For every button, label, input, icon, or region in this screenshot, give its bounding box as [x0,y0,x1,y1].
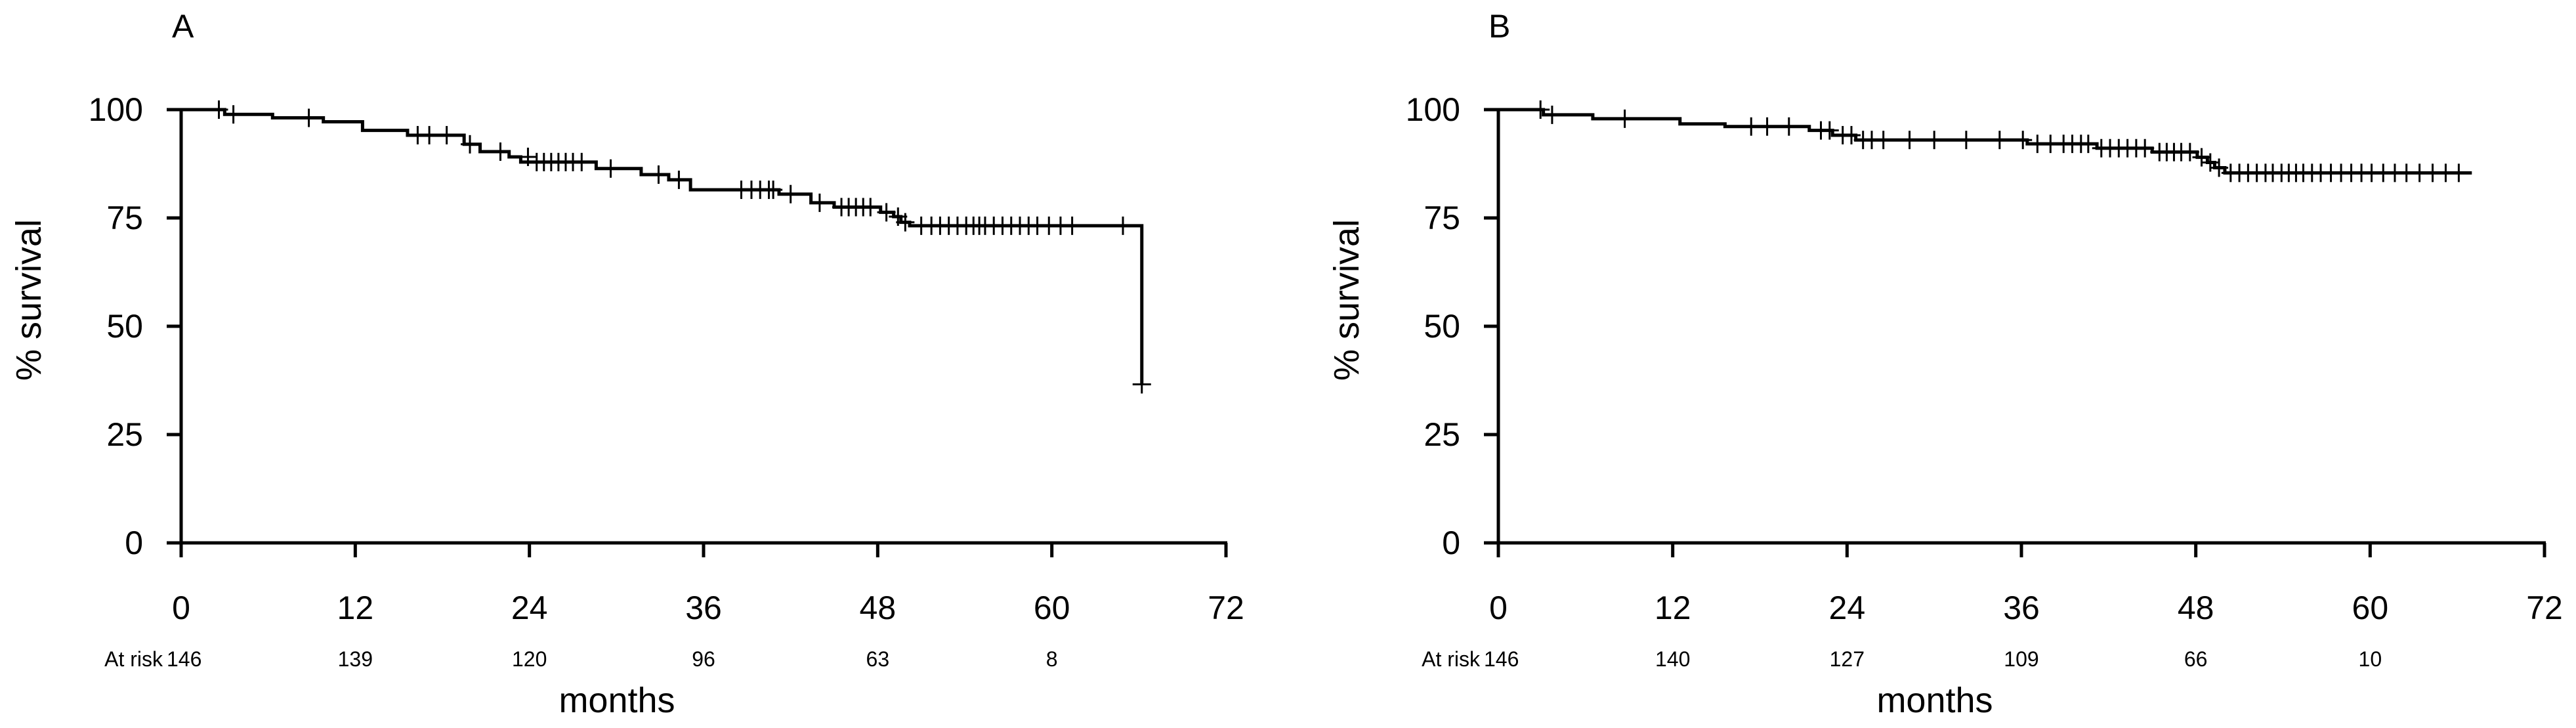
y-tick-label: 25 [1424,416,1460,453]
censor-mark [209,100,228,119]
survival-curve [181,108,1144,385]
panel-label: A [172,8,194,45]
at-risk-count: 66 [2184,647,2208,671]
at-risk-count: 96 [692,647,715,671]
y-tick-label: 75 [1424,200,1460,236]
censor-mark [2079,135,2098,154]
at-risk-count: 10 [2359,647,2382,671]
x-tick-label: 36 [2003,589,2040,626]
at-risk-count: 109 [2004,647,2038,671]
censor-mark [299,108,318,127]
at-risk-count: 8 [1046,647,1058,671]
censor-mark [1900,131,1919,150]
at-risk-count: 120 [512,647,547,671]
at-risk-label: At risk [1422,647,1481,671]
y-tick-label: 50 [1424,308,1460,345]
at-risk-label: At risk [104,647,163,671]
censor-mark [420,125,439,144]
at-risk-count: 139 [338,647,373,671]
panel-b: B 0 25 50 75 100 0 12 24 36 48 60 72 % survival months… [1327,8,2563,720]
censor-mark [1615,109,1634,128]
x-tick-label: 48 [860,589,897,626]
censor-mark [810,193,829,212]
censor-mark [1758,117,1777,136]
censor-mark [1132,375,1151,394]
at-risk-count: 127 [1830,647,1865,671]
censor-mark [1542,105,1561,124]
x-tick-label: 0 [172,589,190,626]
y-tick-label: 100 [89,91,143,128]
censor-mark [1742,117,1761,136]
censor-mark [1874,131,1893,150]
y-tick-label: 0 [1442,525,1460,561]
censor-mark [669,170,688,189]
y-axis-label: % survival [9,219,49,381]
x-axis-label: months [1876,681,1993,720]
censor-mark [1820,121,1839,140]
censor-mark [877,203,896,222]
at-risk-count: 140 [1655,647,1690,671]
x-tick-label: 12 [337,589,374,626]
y-tick-label: 50 [106,308,143,345]
censor-mark [781,184,800,203]
censor-mark [601,159,620,178]
censor-mark [1114,216,1133,235]
censor-mark [1956,131,1975,150]
x-tick-label: 72 [2526,589,2563,626]
y-tick-label: 75 [106,200,143,236]
x-tick-label: 60 [1034,589,1070,626]
y-tick-label: 100 [1406,91,1460,128]
censor-mark [224,105,243,124]
censor-mark [1990,131,2009,150]
x-tick-label: 24 [1829,589,1866,626]
panel-label: B [1489,8,1510,45]
y-axis-label: % survival [1327,219,1366,381]
x-tick-label: 48 [2178,589,2214,626]
x-tick-label: 60 [2352,589,2389,626]
censor-mark [2449,163,2468,182]
censor-mark [461,135,480,154]
censor-mark [1531,100,1550,119]
censor-mark [896,213,915,232]
censor-mark [764,181,783,200]
censor-mark [437,125,456,144]
y-tick-label: 25 [106,416,143,453]
censor-mark [1063,216,1082,235]
at-risk-count: 63 [866,647,890,671]
censor-mark [1925,131,1944,150]
at-risk-count: 146 [1484,647,1519,671]
x-tick-label: 12 [1655,589,1691,626]
x-tick-label: 72 [1208,589,1244,626]
censor-mark [649,165,668,184]
x-tick-label: 0 [1489,589,1508,626]
censor-mark [2136,139,2155,158]
censor-mark [2210,158,2229,177]
survival-curve [1498,108,2472,175]
censor-mark [572,152,591,171]
censor-mark [1779,117,1798,136]
censor-mark [2014,131,2033,150]
censor-mark [491,142,510,161]
panel-a: A 0 25 50 75 100 0 12 24 36 48 60 72 % survival months… [9,8,1244,720]
censor-mark [861,198,880,217]
censor-mark [1842,125,1861,144]
y-tick-label: 0 [125,525,143,561]
censor-mark [2180,142,2199,161]
x-tick-label: 36 [685,589,722,626]
x-axis-label: months [559,681,675,720]
at-risk-count: 146 [167,647,201,671]
x-tick-label: 24 [511,589,548,626]
